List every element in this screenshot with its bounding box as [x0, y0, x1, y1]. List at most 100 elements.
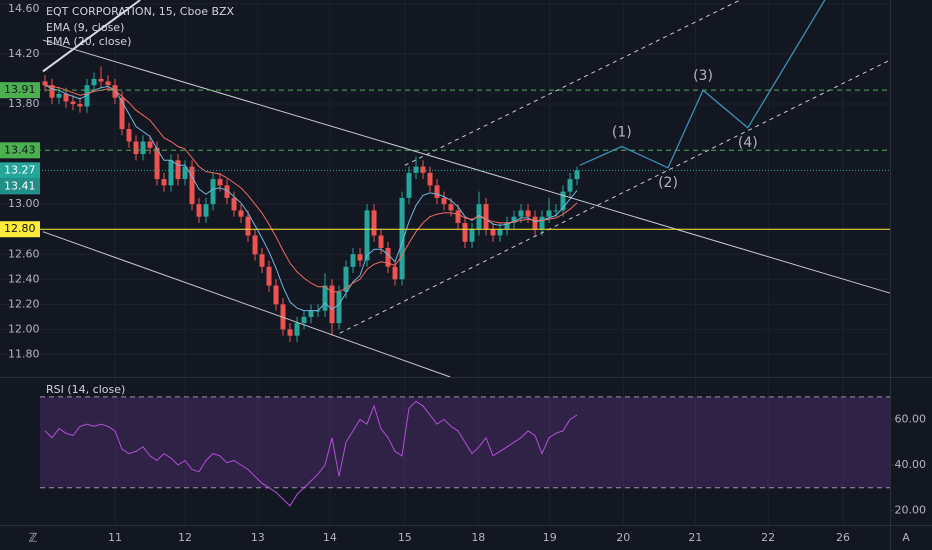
x-tick-label: 20 — [616, 531, 630, 544]
x-tick-label: 26 — [836, 531, 850, 544]
y-tick-label: 12.00 — [8, 322, 40, 335]
trendline — [42, 231, 451, 378]
candle-body — [56, 93, 62, 98]
level-label-box — [0, 178, 40, 195]
candle-body — [483, 204, 489, 230]
candle-body — [287, 329, 293, 336]
level-label-box — [0, 162, 40, 179]
candle-body — [210, 179, 216, 205]
ema-line — [44, 84, 578, 312]
candle-body — [553, 210, 559, 212]
candle-body — [105, 81, 111, 86]
candle-body — [357, 254, 363, 261]
candle-body — [42, 81, 48, 86]
candle-body — [532, 216, 538, 230]
overlay: 11 12 13 14 15 18 19 20 21 22 2614.6014.2013.8013.… — [0, 2, 926, 544]
trendline — [339, 59, 891, 334]
y-tick-label: 13.80 — [8, 97, 40, 110]
x-tick-label: 12 — [178, 531, 192, 544]
x-tick-label: 22 — [761, 531, 775, 544]
x-tick-label: 11 — [108, 531, 122, 544]
candle-body — [329, 285, 335, 324]
candle-body — [406, 172, 412, 198]
candle-body — [308, 310, 314, 317]
candle-body — [273, 285, 279, 305]
chart-title: EQT CORPORATION, 15, Cboe BZX — [46, 5, 235, 18]
x-tick-label: 15 — [398, 531, 412, 544]
candle-body — [385, 247, 391, 267]
candle-body — [448, 204, 454, 211]
ema-line — [44, 84, 578, 293]
candle-body — [364, 210, 370, 261]
candle-body — [336, 291, 342, 324]
candle-body — [315, 310, 321, 312]
candle-body — [147, 141, 153, 148]
level-label-box — [0, 221, 40, 238]
y-tick-label: 11.80 — [8, 347, 40, 360]
x-tick-label: 18 — [471, 531, 485, 544]
x-tick-label: 13 — [251, 531, 265, 544]
candle-body — [126, 129, 132, 142]
level-label: 12.80 — [4, 222, 36, 235]
candle-body — [231, 197, 237, 211]
candle-body — [224, 185, 230, 198]
candle-body — [427, 172, 433, 186]
candle-body — [245, 216, 251, 236]
candle-body — [259, 254, 265, 267]
candle-body — [511, 216, 517, 223]
candle-body — [196, 204, 202, 217]
candle-body — [84, 85, 90, 107]
level-label: 13.43 — [4, 143, 36, 156]
candle-body — [63, 93, 69, 102]
level-label-box — [0, 82, 40, 99]
rsi-title: RSI (14, close) — [46, 383, 125, 396]
candle-body — [343, 266, 349, 292]
candle-body — [182, 166, 188, 180]
y-tick-label: 12.20 — [8, 297, 40, 310]
candle-body — [469, 229, 475, 242]
candle-body — [238, 210, 244, 217]
legend-entry: EMA (9, close) — [46, 21, 124, 34]
level-sublabel: 13.41 — [4, 179, 36, 192]
candle-body — [574, 170, 580, 180]
x-tick-label: 19 — [543, 531, 557, 544]
candle-body — [112, 85, 118, 98]
candle-body — [350, 254, 356, 267]
grid — [0, 0, 890, 525]
candle-body — [539, 216, 545, 230]
candle-body — [378, 235, 384, 248]
trendline — [404, 0, 741, 166]
rsi-line — [44, 400, 578, 507]
candle-body — [77, 103, 83, 107]
level-label: 13.27 — [4, 163, 36, 176]
candle-body — [133, 141, 139, 155]
candle-body — [301, 316, 307, 324]
candle-body — [462, 222, 468, 242]
candle-body — [497, 229, 503, 236]
price-pane — [0, 0, 891, 378]
auto-button[interactable]: A — [902, 531, 910, 544]
candle-body — [434, 185, 440, 198]
y-tick-label: 12.60 — [8, 247, 40, 260]
candle-body — [560, 191, 566, 211]
candle-body — [420, 166, 426, 173]
wave-label: (2) — [658, 175, 678, 191]
wave-label: (1) — [612, 125, 632, 141]
zoom-icon[interactable]: ℤ — [29, 531, 38, 545]
candle-body — [154, 147, 160, 180]
candle-body — [140, 141, 146, 155]
candle-body — [252, 235, 258, 255]
legend-entry: EMA (20, close) — [46, 35, 131, 48]
candle-body — [168, 160, 174, 186]
candle-body — [175, 160, 181, 180]
level-label: 13.91 — [4, 83, 36, 96]
x-tick-label: 21 — [688, 531, 702, 544]
y2-tick-label: 40.00 — [895, 458, 927, 471]
y-tick-label: 13.00 — [8, 197, 40, 210]
candle-body — [70, 101, 76, 104]
y-tick-label: 14.60 — [8, 2, 40, 15]
wave-path — [579, 0, 826, 169]
candle-body — [399, 197, 405, 280]
